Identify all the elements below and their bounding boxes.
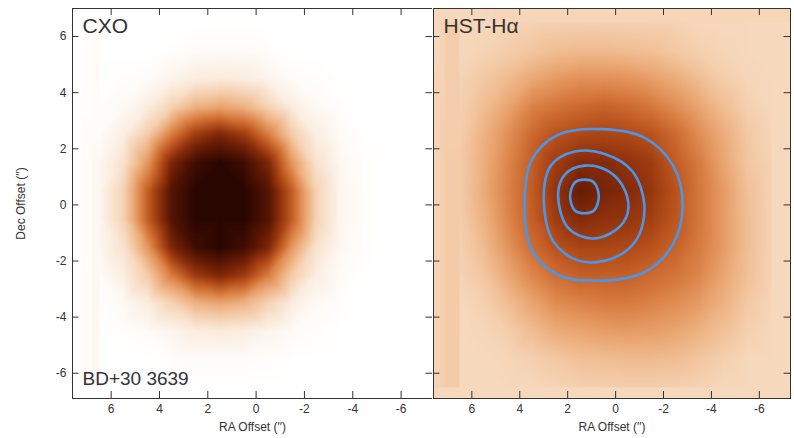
svg-text:0: 0 [612,402,619,416]
svg-text:2: 2 [60,142,67,156]
svg-text:CXO: CXO [83,14,129,37]
svg-text:-4: -4 [347,402,358,416]
svg-text:-2: -2 [56,254,67,268]
svg-text:-4: -4 [56,310,67,324]
svg-text:2: 2 [564,402,571,416]
svg-text:RA Offset (′′): RA Offset (′′) [579,420,646,434]
svg-text:0: 0 [253,402,260,416]
svg-text:2: 2 [204,402,211,416]
svg-text:-6: -6 [56,366,67,380]
svg-text:-2: -2 [658,402,669,416]
svg-text:Dec Offset (′′): Dec Offset (′′) [14,167,28,239]
svg-text:6: 6 [468,402,475,416]
svg-text:4: 4 [516,402,523,416]
svg-text:-6: -6 [754,402,765,416]
svg-text:6: 6 [108,402,115,416]
svg-text:6: 6 [60,29,67,43]
svg-text:-6: -6 [396,402,407,416]
svg-text:HST-Hα: HST-Hα [444,14,519,37]
svg-text:4: 4 [60,86,67,100]
svg-text:0: 0 [60,198,67,212]
svg-text:BD+30 3639: BD+30 3639 [83,368,189,389]
svg-text:4: 4 [156,402,163,416]
svg-text:-2: -2 [299,402,310,416]
svg-text:RA Offset (′′): RA Offset (′′) [219,420,286,434]
svg-text:-4: -4 [706,402,717,416]
